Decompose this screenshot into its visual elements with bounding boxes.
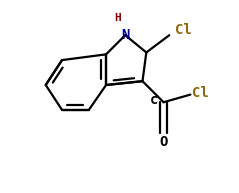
Text: N: N <box>121 28 130 42</box>
Text: O: O <box>159 135 168 150</box>
Text: H: H <box>114 13 121 23</box>
Text: c: c <box>149 93 158 107</box>
Text: Cl: Cl <box>175 23 192 37</box>
Text: Cl: Cl <box>192 86 209 100</box>
